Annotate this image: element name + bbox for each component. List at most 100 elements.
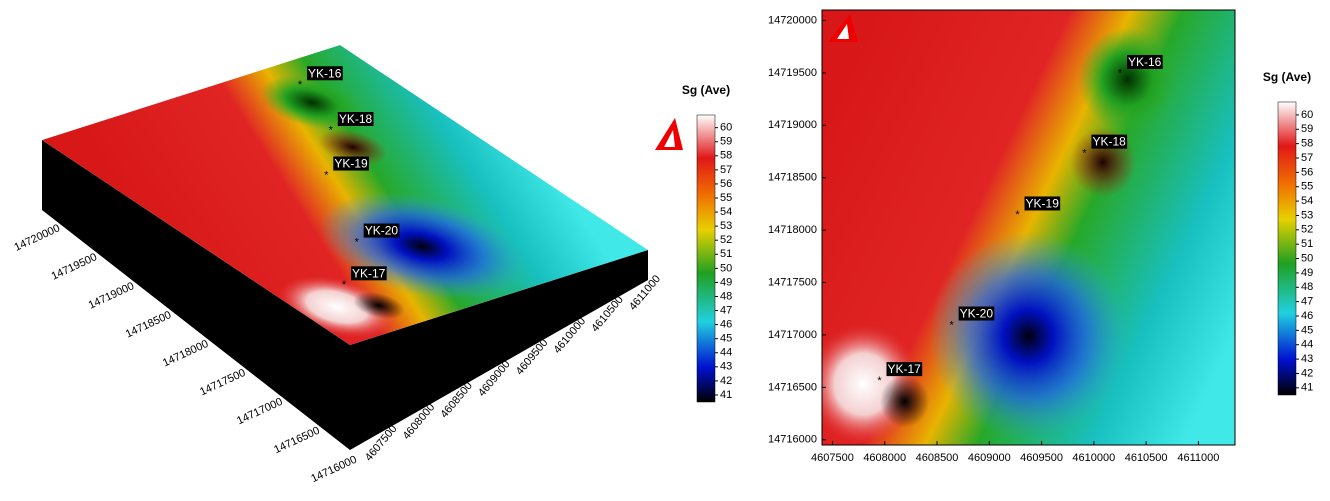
colorbar-label: 53 bbox=[720, 220, 732, 232]
colorbar-label: 57 bbox=[720, 164, 732, 176]
colorbar-label: 51 bbox=[720, 248, 732, 260]
colorbar-label: 55 bbox=[720, 192, 732, 204]
x-tick-label: 4610500 bbox=[1125, 452, 1168, 464]
north-arrow bbox=[828, 14, 858, 42]
well-label-bg bbox=[1091, 134, 1128, 149]
north-arrow bbox=[655, 118, 683, 150]
well-marker: * bbox=[1015, 209, 1020, 221]
y-tick-label: 14718500 bbox=[124, 309, 173, 341]
y-tick-label: 14719000 bbox=[87, 280, 136, 312]
x-tick-label: 4610000 bbox=[1072, 452, 1115, 464]
colorbar-label: 58 bbox=[720, 150, 732, 162]
well-label: YK-18 bbox=[339, 112, 373, 126]
colorbar-label: 49 bbox=[1301, 267, 1313, 279]
colorbar-label: 43 bbox=[720, 361, 732, 373]
north-arrow bbox=[664, 130, 675, 147]
x-tick-label: 4609000 bbox=[968, 452, 1011, 464]
colorbar-title: Sg (Ave) bbox=[682, 83, 730, 97]
well-label-bg bbox=[958, 306, 995, 321]
colorbar-label: 42 bbox=[720, 375, 732, 387]
y-tick-label: 14717500 bbox=[198, 367, 247, 399]
well-label: YK-18 bbox=[1092, 135, 1126, 149]
y-tick-label: 14718000 bbox=[768, 224, 817, 236]
y-tick-label: 14716000 bbox=[309, 454, 358, 486]
colorbar-label: 52 bbox=[1301, 224, 1313, 236]
y-tick-label: 14720000 bbox=[768, 14, 817, 26]
colorbar-label: 60 bbox=[1301, 109, 1313, 121]
block-side bbox=[350, 250, 648, 450]
colorbar-label: 43 bbox=[1301, 353, 1313, 365]
colorbar-label: 41 bbox=[720, 389, 732, 401]
well-marker: * bbox=[1118, 68, 1123, 80]
well-label-bg bbox=[1126, 54, 1163, 69]
colorbar-label: 52 bbox=[720, 234, 732, 246]
colorbar-label: 59 bbox=[720, 136, 732, 148]
well-marker: * bbox=[877, 375, 882, 387]
y-tick-label: 14719500 bbox=[50, 251, 99, 283]
y-tick-label: 14719500 bbox=[768, 67, 817, 79]
well-label: YK-17 bbox=[888, 362, 922, 376]
well-label: YK-20 bbox=[960, 307, 994, 321]
colorbar-title: Sg (Ave) bbox=[1263, 70, 1311, 84]
colorbar-label: 50 bbox=[1301, 252, 1313, 264]
colorbar-label: 57 bbox=[1301, 152, 1313, 164]
well-label-bg bbox=[363, 223, 400, 238]
well-label-bg bbox=[1024, 196, 1061, 211]
y-tick-label: 14716500 bbox=[768, 381, 817, 393]
x-tick-label: 4608000 bbox=[863, 452, 906, 464]
y-tick-label: 14718500 bbox=[768, 172, 817, 184]
y-tick-label: 14720000 bbox=[12, 222, 61, 254]
well-label-bg bbox=[307, 66, 343, 81]
colorbar-label: 44 bbox=[1301, 339, 1313, 351]
map-frame bbox=[821, 9, 1236, 446]
colorbar-label: 54 bbox=[720, 206, 732, 218]
block-side bbox=[42, 140, 350, 450]
colorbar-label: 46 bbox=[720, 319, 732, 331]
y-tick-label: 14716000 bbox=[768, 434, 817, 446]
well-label: YK-16 bbox=[308, 66, 342, 80]
well-label-bg bbox=[337, 111, 374, 126]
x-tick-label: 4609500 bbox=[1020, 452, 1063, 464]
colorbar-label: 47 bbox=[720, 304, 732, 316]
well-label: YK-16 bbox=[1128, 55, 1162, 69]
x-tick-label: 4607500 bbox=[811, 452, 854, 464]
colorbar-label: 42 bbox=[1301, 367, 1313, 379]
well-label-bg bbox=[886, 362, 923, 377]
colorbar-label: 49 bbox=[720, 276, 732, 288]
well-marker: * bbox=[355, 236, 360, 248]
colorbar-label: 46 bbox=[1301, 310, 1313, 322]
colorbar-label: 54 bbox=[1301, 195, 1313, 207]
well-label: YK-19 bbox=[334, 157, 368, 171]
well-marker: * bbox=[324, 169, 329, 181]
colorbar-label: 51 bbox=[1301, 238, 1313, 250]
well-marker: * bbox=[950, 319, 955, 331]
well-marker: * bbox=[342, 279, 347, 291]
colorbar-label: 56 bbox=[720, 178, 732, 190]
y-tick-label: 14717000 bbox=[768, 329, 817, 341]
map-field bbox=[822, 10, 1235, 445]
colorbar-label: 53 bbox=[1301, 209, 1313, 221]
colorbar-label: 60 bbox=[720, 122, 732, 134]
colorbar-label: 48 bbox=[1301, 281, 1313, 293]
well-label-bg bbox=[350, 266, 387, 281]
colorbar-label: 55 bbox=[1301, 181, 1313, 193]
colorbar-label: 58 bbox=[1301, 138, 1313, 150]
colorbar-label: 44 bbox=[720, 347, 732, 359]
x-tick-label: 4608500 bbox=[916, 452, 959, 464]
well-label: YK-17 bbox=[352, 266, 386, 280]
y-tick-label: 14717000 bbox=[235, 396, 284, 428]
colorbar-label: 59 bbox=[1301, 123, 1313, 135]
colorbar bbox=[696, 114, 716, 403]
y-tick-label: 14718000 bbox=[161, 338, 210, 370]
y-tick-label: 14717500 bbox=[768, 276, 817, 288]
colorbar bbox=[1277, 101, 1297, 396]
colorbar-label: 41 bbox=[1301, 382, 1313, 394]
colorbar-label: 56 bbox=[1301, 166, 1313, 178]
y-tick-label: 14716500 bbox=[272, 425, 321, 457]
colorbar-label: 50 bbox=[720, 262, 732, 274]
colorbar-label: 48 bbox=[720, 290, 732, 302]
north-arrow bbox=[837, 24, 849, 39]
well-marker: * bbox=[298, 79, 303, 91]
well-marker: * bbox=[1082, 147, 1087, 159]
